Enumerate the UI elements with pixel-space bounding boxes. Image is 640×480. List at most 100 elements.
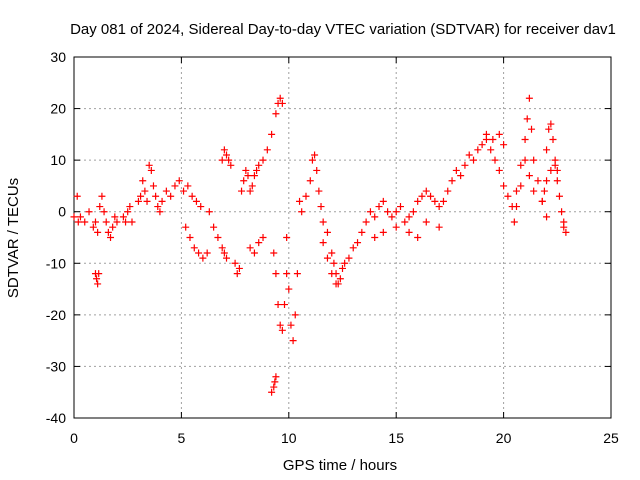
data-point bbox=[220, 249, 228, 257]
data-point bbox=[240, 177, 248, 185]
data-point bbox=[323, 228, 331, 236]
data-point bbox=[371, 234, 379, 241]
data-point bbox=[540, 187, 548, 195]
data-point bbox=[259, 156, 267, 164]
data-point bbox=[422, 218, 430, 226]
data-point bbox=[255, 239, 263, 247]
data-point bbox=[435, 203, 443, 211]
data-point bbox=[500, 141, 508, 149]
data-point bbox=[336, 275, 344, 283]
y-tick-label: 10 bbox=[50, 152, 66, 168]
data-point bbox=[94, 228, 102, 236]
data-point bbox=[530, 187, 538, 195]
data-point bbox=[461, 161, 469, 169]
data-point bbox=[70, 213, 78, 221]
data-point bbox=[134, 197, 142, 205]
data-points bbox=[70, 94, 570, 396]
data-point bbox=[289, 337, 297, 345]
data-point bbox=[401, 218, 409, 226]
data-point bbox=[223, 254, 231, 262]
data-point bbox=[113, 218, 121, 226]
data-point bbox=[354, 239, 362, 247]
data-point bbox=[465, 151, 473, 159]
data-point bbox=[444, 187, 452, 195]
data-point bbox=[167, 192, 175, 200]
data-point bbox=[457, 172, 465, 180]
data-point bbox=[512, 187, 520, 195]
data-point bbox=[317, 203, 325, 211]
data-point bbox=[278, 326, 286, 334]
data-point bbox=[235, 264, 243, 272]
data-point bbox=[388, 213, 396, 221]
grid bbox=[74, 57, 611, 418]
data-point bbox=[525, 94, 533, 102]
data-point bbox=[375, 203, 383, 211]
data-point bbox=[319, 239, 327, 247]
data-point bbox=[210, 223, 218, 231]
x-axis-label: GPS time / hours bbox=[283, 457, 397, 474]
data-point bbox=[107, 234, 115, 241]
data-point bbox=[555, 192, 563, 200]
data-point bbox=[332, 280, 340, 288]
data-point bbox=[345, 254, 353, 262]
data-point bbox=[274, 301, 282, 309]
data-point bbox=[281, 301, 289, 309]
y-tick-label: 0 bbox=[58, 204, 66, 220]
data-point bbox=[296, 197, 304, 205]
data-point bbox=[551, 161, 559, 169]
data-point bbox=[422, 187, 430, 195]
data-point bbox=[162, 187, 170, 195]
data-point bbox=[255, 161, 263, 169]
data-point bbox=[85, 208, 93, 216]
y-tick-label: 30 bbox=[50, 49, 66, 65]
data-point bbox=[137, 192, 145, 200]
data-point bbox=[366, 208, 374, 216]
data-point bbox=[175, 177, 183, 185]
data-point bbox=[126, 203, 134, 211]
data-point bbox=[278, 99, 286, 107]
data-point bbox=[392, 223, 400, 231]
data-point bbox=[427, 192, 435, 200]
x-tick-label: 20 bbox=[496, 430, 512, 446]
data-point bbox=[244, 172, 252, 180]
data-point bbox=[525, 172, 533, 180]
data-point bbox=[276, 94, 284, 102]
data-point bbox=[145, 161, 153, 169]
data-point bbox=[517, 161, 525, 169]
data-point bbox=[392, 208, 400, 216]
data-point bbox=[74, 218, 82, 226]
data-point bbox=[530, 156, 538, 164]
data-point bbox=[152, 192, 160, 200]
data-point bbox=[253, 166, 261, 174]
data-point bbox=[543, 177, 551, 185]
data-point bbox=[431, 197, 439, 205]
data-point bbox=[553, 177, 561, 185]
data-point bbox=[223, 151, 231, 159]
x-tick-label: 5 bbox=[178, 430, 186, 446]
data-point bbox=[283, 270, 291, 278]
data-point bbox=[270, 249, 278, 257]
chart-title: Day 081 of 2024, Sidereal Day-to-day VTE… bbox=[70, 21, 616, 38]
data-point bbox=[558, 208, 566, 216]
data-point bbox=[512, 203, 520, 211]
data-point bbox=[487, 146, 495, 154]
data-point bbox=[405, 213, 413, 221]
data-point bbox=[190, 244, 198, 252]
data-point bbox=[323, 254, 331, 262]
data-point bbox=[315, 187, 323, 195]
data-point bbox=[246, 187, 254, 195]
data-point bbox=[98, 192, 106, 200]
data-point bbox=[268, 388, 276, 396]
data-point bbox=[109, 223, 117, 231]
data-point bbox=[470, 156, 478, 164]
data-point bbox=[250, 172, 258, 180]
data-point bbox=[319, 218, 327, 226]
data-point bbox=[76, 213, 84, 221]
data-point bbox=[291, 311, 299, 319]
data-point bbox=[341, 259, 349, 267]
data-point bbox=[180, 187, 188, 195]
data-point bbox=[534, 177, 542, 185]
data-point bbox=[218, 156, 226, 164]
data-point bbox=[414, 197, 422, 205]
